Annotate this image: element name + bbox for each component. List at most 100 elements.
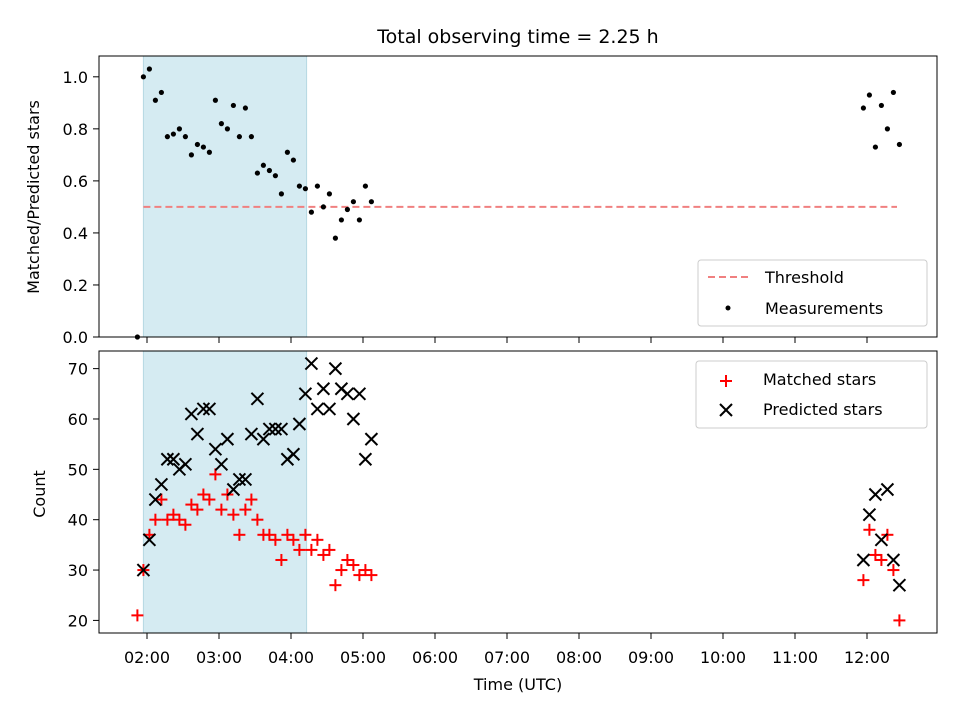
predicted-star-point	[886, 553, 901, 567]
measurement-point	[242, 105, 248, 111]
measurement-point	[356, 217, 362, 223]
predicted-star-point	[256, 432, 271, 446]
predicted-star-point	[856, 553, 871, 567]
measurement-point	[302, 186, 308, 192]
matched-star-point	[269, 533, 282, 546]
measurement-point	[200, 144, 206, 150]
measurement-point	[212, 97, 218, 103]
predicted-star-point	[358, 452, 373, 466]
matched-star-point	[251, 513, 264, 526]
predicted-star-point	[874, 533, 889, 547]
matched-star-point	[173, 513, 186, 526]
x-ticks-bottom: 02:00 03:00 04:00 05:00 06:00 07:00 08:00 09:00…	[124, 633, 890, 667]
observing-span	[142, 55, 308, 338]
ratio-legend-box	[697, 259, 928, 327]
measurement-point	[272, 173, 278, 179]
matched-star-point	[245, 493, 258, 506]
matched-star-point	[857, 574, 870, 587]
predicted-star-point	[220, 432, 235, 446]
predicted-star-point	[160, 452, 175, 466]
x-ticks-top	[146, 337, 868, 343]
measurement-point	[164, 134, 170, 140]
predicted-star-point	[292, 417, 307, 431]
count-panel-frame	[98, 350, 938, 634]
predicted-star-point	[286, 447, 301, 461]
measurement-point	[296, 183, 302, 189]
legend-measurements-swatch	[725, 305, 731, 311]
measurement-point	[152, 97, 158, 103]
measurement-point	[248, 134, 254, 140]
matched-star-point	[893, 614, 906, 627]
measurement-point	[872, 144, 879, 150]
matched-star-point	[869, 548, 882, 561]
legend-predicted-swatch	[719, 403, 733, 417]
measurement-point	[890, 89, 897, 96]
matched-star-point	[185, 498, 198, 511]
predicted-star-point	[340, 387, 355, 401]
x-tick-label: 12:00	[844, 648, 890, 667]
matched-star-point	[365, 569, 378, 582]
matched-star-point	[263, 528, 276, 541]
predicted-star-point	[196, 402, 211, 416]
predicted-star-point	[178, 457, 193, 472]
x-tick-label: 11:00	[772, 648, 818, 667]
legend-matched-label: Matched stars	[763, 370, 876, 389]
x-tick-label: 09:00	[628, 648, 674, 667]
measurement-point	[230, 102, 236, 109]
measurement-point	[332, 235, 338, 241]
y-ticks-top: 0.0 0.2 0.4 0.6 0.8 1.0	[63, 68, 99, 347]
measurement-point	[308, 209, 314, 215]
y-tick-label: 20	[68, 611, 88, 630]
x-tick-label: 03:00	[196, 648, 242, 667]
predicted-star-point	[868, 487, 883, 502]
matched-star-point	[353, 569, 366, 582]
x-tick-label: 02:00	[124, 648, 170, 667]
measurement-points	[134, 66, 903, 340]
matched-star-point	[149, 513, 162, 526]
matched-star-point	[887, 564, 900, 577]
matched-star-point	[323, 543, 336, 556]
y-tick-label: 0.4	[63, 224, 88, 243]
predicted-star-point	[238, 472, 253, 487]
predicted-star-point	[364, 432, 379, 446]
predicted-star-point	[166, 452, 181, 466]
matched-star-point	[203, 493, 216, 506]
matched-star-point	[347, 559, 360, 572]
predicted-star-point	[328, 361, 343, 376]
x-tick-label: 06:00	[412, 648, 458, 667]
predicted-star-point	[304, 356, 319, 371]
measurement-point	[314, 183, 320, 189]
predicted-star-point	[346, 412, 361, 426]
ratio-panel-frame	[98, 55, 938, 338]
y-ticks-bottom: 20 30 40 50 60 70	[68, 360, 99, 630]
measurement-point	[368, 199, 374, 205]
matched-star-point	[275, 553, 288, 566]
predicted-star-point	[880, 482, 895, 497]
matched-star-point	[155, 493, 168, 506]
matched-star-point	[863, 523, 876, 536]
matched-star-point	[239, 503, 252, 516]
predicted-star-point	[154, 477, 169, 492]
predicted-star-point	[190, 427, 205, 441]
predicted-star-point	[136, 563, 151, 577]
matched-star-point	[131, 609, 144, 622]
count-legend-box	[695, 360, 928, 429]
measurement-point	[338, 217, 344, 223]
measurement-point	[344, 206, 350, 213]
x-tick-label: 10:00	[700, 648, 746, 667]
predicted-star-point	[310, 402, 325, 416]
x-tick-label: 04:00	[268, 648, 314, 667]
matched-star-point	[209, 468, 222, 481]
matched-star-point	[875, 553, 888, 566]
measurement-point	[260, 162, 266, 168]
legend-measurements-label: Measurements	[765, 299, 883, 318]
measurement-point	[284, 149, 290, 155]
matched-star-point	[359, 564, 372, 577]
matched-star-point	[197, 488, 210, 501]
predicted-star-point	[184, 407, 199, 421]
measurement-point	[326, 191, 332, 197]
y-tick-label: 70	[68, 360, 88, 379]
measurement-point	[218, 121, 224, 127]
predicted-star-point	[148, 492, 163, 507]
measurement-point	[170, 131, 176, 137]
